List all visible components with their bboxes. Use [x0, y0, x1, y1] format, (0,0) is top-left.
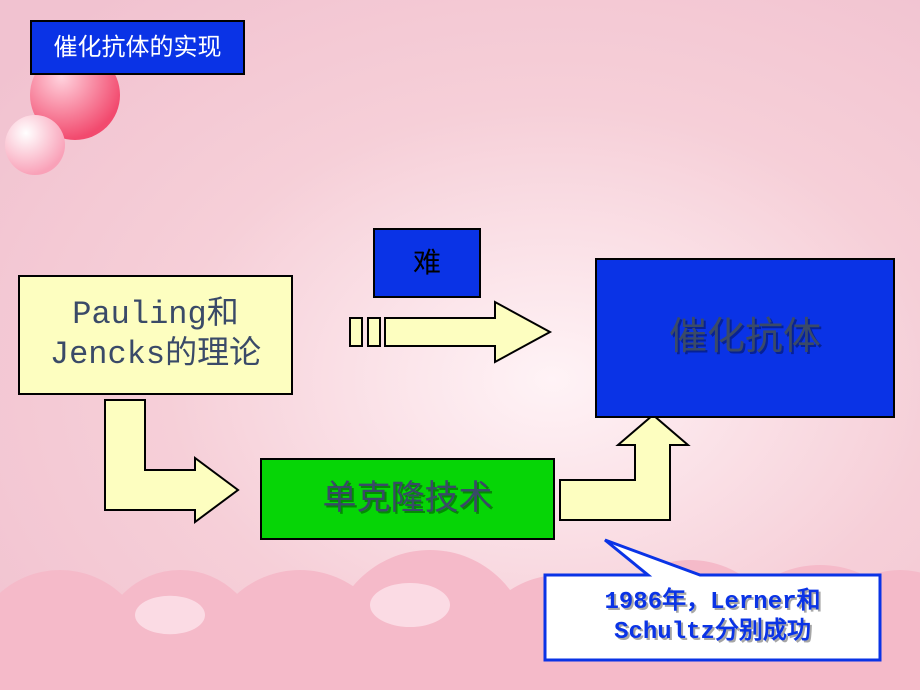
theory-box: Pauling和Jencks的理论: [18, 275, 293, 395]
callout-line1: 1986年，Lerner和: [604, 589, 820, 616]
theory-line2: Jencks的理论: [50, 336, 261, 373]
catalytic-text: 催化抗体: [669, 314, 821, 362]
monoclonal-box: 单克隆技术: [260, 458, 555, 540]
hard-text: 难: [413, 246, 441, 281]
catalytic-box: 催化抗体: [595, 258, 895, 418]
theory-line1: Pauling和: [72, 296, 238, 333]
callout-line2: Schultz分别成功: [614, 619, 811, 646]
hard-box: 难: [373, 228, 481, 298]
title-text: 催化抗体的实现: [54, 33, 222, 63]
title-box: 催化抗体的实现: [30, 20, 245, 75]
callout-box: 1986年，Lerner和 Schultz分别成功: [545, 575, 880, 660]
monoclonal-text: 单克隆技术: [323, 478, 493, 521]
